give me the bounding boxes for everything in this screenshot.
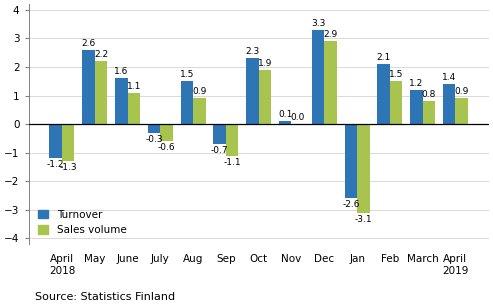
Bar [390,81,402,124]
Text: Source: Statistics Finland: Source: Statistics Finland [35,292,175,302]
Bar [443,84,456,124]
Text: 0.0: 0.0 [290,113,305,122]
Text: 1.2: 1.2 [409,79,423,88]
Bar [324,41,337,124]
Bar [226,124,239,156]
Text: -1.1: -1.1 [223,157,241,167]
Bar [378,64,390,124]
Bar [345,124,357,199]
Bar [410,90,423,124]
Text: 0.1: 0.1 [278,110,292,119]
Bar [115,78,128,124]
Bar [95,61,107,124]
Text: 0.9: 0.9 [455,88,469,96]
Text: 0.9: 0.9 [192,88,207,96]
Bar [357,124,370,213]
Text: -0.3: -0.3 [145,135,163,144]
Bar [456,98,468,124]
Bar [312,30,324,124]
Text: 0.8: 0.8 [422,90,436,99]
Bar [49,124,62,158]
Bar [180,81,193,124]
Text: -1.2: -1.2 [47,161,65,169]
Text: -0.6: -0.6 [158,143,176,152]
Bar [62,124,74,161]
Text: 2.2: 2.2 [94,50,108,59]
Bar [128,93,140,124]
Bar [423,101,435,124]
Bar [148,124,160,133]
Text: 1.6: 1.6 [114,67,129,77]
Text: 1.5: 1.5 [180,70,194,79]
Text: 1.5: 1.5 [389,70,403,79]
Legend: Turnover, Sales volume: Turnover, Sales volume [34,206,131,239]
Text: -0.7: -0.7 [211,146,228,155]
Text: 1.4: 1.4 [442,73,457,82]
Text: -3.1: -3.1 [354,215,372,224]
Text: 1.9: 1.9 [258,59,272,68]
Bar [82,50,95,124]
Text: 2.6: 2.6 [81,39,96,48]
Text: -2.6: -2.6 [342,200,359,209]
Bar [279,121,291,124]
Text: 2.1: 2.1 [377,53,391,62]
Bar [213,124,226,144]
Bar [246,58,259,124]
Text: 2.3: 2.3 [246,47,260,57]
Text: 3.3: 3.3 [311,19,325,28]
Text: 1.1: 1.1 [127,82,141,91]
Bar [193,98,206,124]
Bar [259,70,271,124]
Bar [160,124,173,141]
Text: 2.9: 2.9 [323,30,338,39]
Text: -1.3: -1.3 [59,163,77,172]
